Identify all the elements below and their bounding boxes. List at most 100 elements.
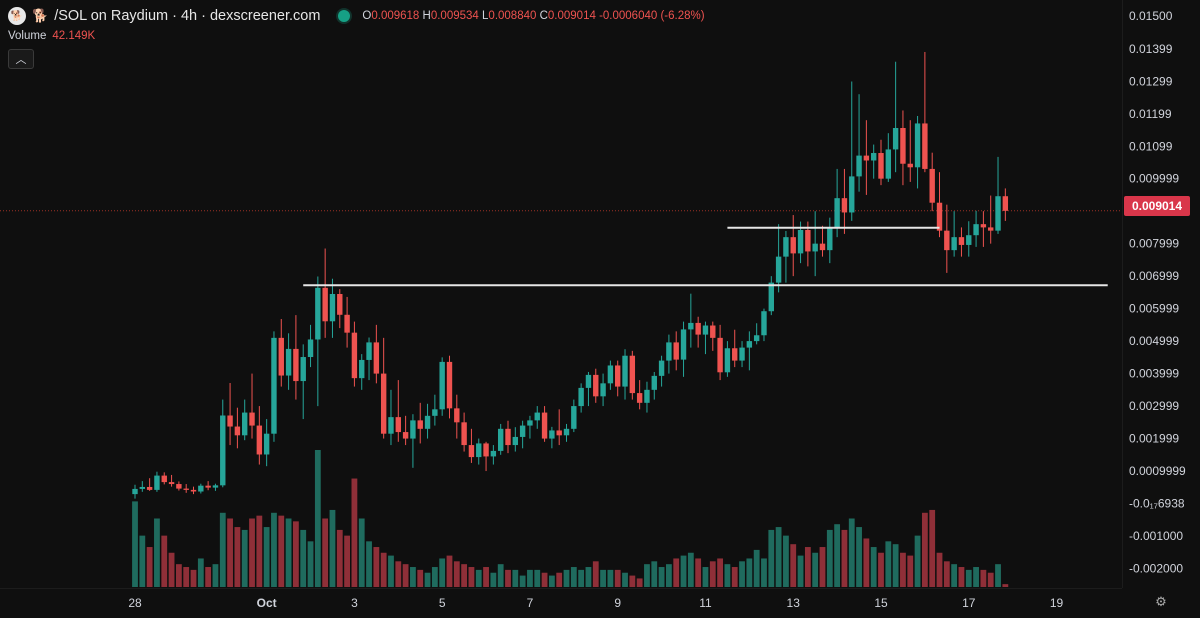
candle-body bbox=[344, 314, 350, 333]
y-tick-label: 0.007999 bbox=[1129, 237, 1179, 251]
volume-bar bbox=[563, 569, 570, 587]
candle-body bbox=[607, 365, 614, 384]
volume-bar bbox=[980, 569, 987, 587]
candle-body bbox=[417, 420, 423, 429]
candle-body bbox=[256, 425, 263, 455]
volume-bar bbox=[446, 555, 453, 587]
y-tick-label: 0.01199 bbox=[1129, 107, 1172, 121]
candle-body bbox=[863, 155, 870, 161]
volume-bar bbox=[161, 535, 168, 587]
candle-body bbox=[922, 123, 928, 169]
candle-body bbox=[958, 237, 965, 245]
candle-body bbox=[483, 443, 489, 457]
volume-bar bbox=[878, 552, 884, 587]
volume-bar bbox=[505, 569, 511, 587]
candle-body bbox=[680, 329, 687, 360]
candle-body bbox=[629, 355, 636, 394]
volume-bar bbox=[804, 547, 811, 587]
collapse-legend-button[interactable]: ︿ bbox=[8, 49, 34, 69]
candle-body bbox=[410, 420, 416, 439]
candle-body bbox=[753, 335, 760, 342]
volume-bar bbox=[987, 572, 994, 587]
candle-body bbox=[307, 339, 314, 358]
candle-body bbox=[746, 341, 753, 348]
candle-body bbox=[651, 375, 657, 390]
candle-body bbox=[519, 425, 526, 437]
volume-bar bbox=[790, 544, 797, 587]
candle-body bbox=[834, 198, 840, 228]
token-logo-icon[interactable]: 🐕 bbox=[8, 7, 26, 25]
candle-body bbox=[549, 430, 555, 439]
y-tick-label: 0.0009999 bbox=[1129, 464, 1186, 478]
candle-body bbox=[534, 412, 540, 421]
volume-bar bbox=[285, 518, 292, 587]
candle-body bbox=[146, 486, 153, 490]
x-tick-label: Oct bbox=[257, 596, 277, 610]
candle-body bbox=[351, 332, 358, 379]
y-tick-label: 0.001999 bbox=[1129, 432, 1179, 446]
candle-body bbox=[812, 243, 818, 252]
candle-body bbox=[337, 294, 343, 315]
volume-bar bbox=[651, 561, 658, 587]
volume-bar bbox=[424, 572, 431, 587]
y-tick-label: 0.003999 bbox=[1129, 367, 1179, 381]
x-tick-label: 28 bbox=[128, 596, 142, 610]
candle-body bbox=[593, 374, 599, 397]
candle-body bbox=[190, 489, 197, 492]
candle-body bbox=[454, 408, 460, 423]
volume-bar bbox=[541, 572, 548, 587]
volume-bar bbox=[731, 567, 738, 587]
candle-body bbox=[359, 359, 365, 379]
volume-bar bbox=[695, 558, 702, 587]
candle-body bbox=[563, 428, 570, 436]
volume-bar bbox=[497, 564, 504, 587]
candle-body bbox=[439, 361, 445, 410]
volume-bar bbox=[592, 561, 599, 587]
candle-body bbox=[571, 406, 577, 429]
candle-body bbox=[841, 198, 848, 213]
candle-body bbox=[892, 127, 899, 150]
volume-bar bbox=[483, 567, 489, 587]
settings-button[interactable]: ⚙ bbox=[1153, 594, 1169, 610]
candle-body bbox=[139, 486, 146, 489]
candle-body bbox=[695, 322, 701, 335]
volume-bar bbox=[892, 544, 899, 587]
candle-body bbox=[220, 415, 226, 486]
volume-bar bbox=[139, 535, 146, 587]
volume-bar bbox=[973, 567, 979, 587]
candle-body bbox=[271, 337, 277, 434]
volume-bar bbox=[293, 521, 299, 587]
candle-body bbox=[505, 428, 511, 446]
candle-body bbox=[724, 348, 731, 373]
candle-body bbox=[856, 155, 862, 177]
candle-body bbox=[805, 230, 811, 252]
volume-bar bbox=[373, 547, 380, 587]
candle-body bbox=[154, 475, 160, 490]
candle-body bbox=[702, 325, 709, 335]
volume-bar bbox=[395, 561, 402, 587]
volume-bar bbox=[578, 569, 585, 587]
volume-bar bbox=[709, 561, 716, 587]
candle-body bbox=[242, 412, 248, 436]
open-key: O bbox=[362, 10, 372, 22]
volume-bar bbox=[271, 512, 277, 587]
volume-bar bbox=[219, 512, 226, 587]
low-key: L bbox=[482, 10, 489, 22]
candle-body bbox=[541, 412, 548, 439]
y-tick-label: 0.01500 bbox=[1129, 9, 1173, 23]
candle-body bbox=[849, 176, 855, 213]
volume-bar bbox=[351, 478, 358, 587]
x-tick-label: 9 bbox=[614, 596, 621, 610]
volume-bar bbox=[154, 518, 160, 587]
candle-body bbox=[936, 202, 943, 231]
x-tick-label: 7 bbox=[527, 596, 534, 610]
candle-body bbox=[870, 153, 877, 161]
volume-bar bbox=[388, 555, 394, 587]
y-tick-label: 0.005999 bbox=[1129, 302, 1179, 316]
volume-bar bbox=[256, 515, 263, 587]
close-value: 0.009014 bbox=[547, 10, 596, 22]
volume-bar bbox=[856, 527, 862, 587]
volume-bar bbox=[336, 529, 343, 587]
